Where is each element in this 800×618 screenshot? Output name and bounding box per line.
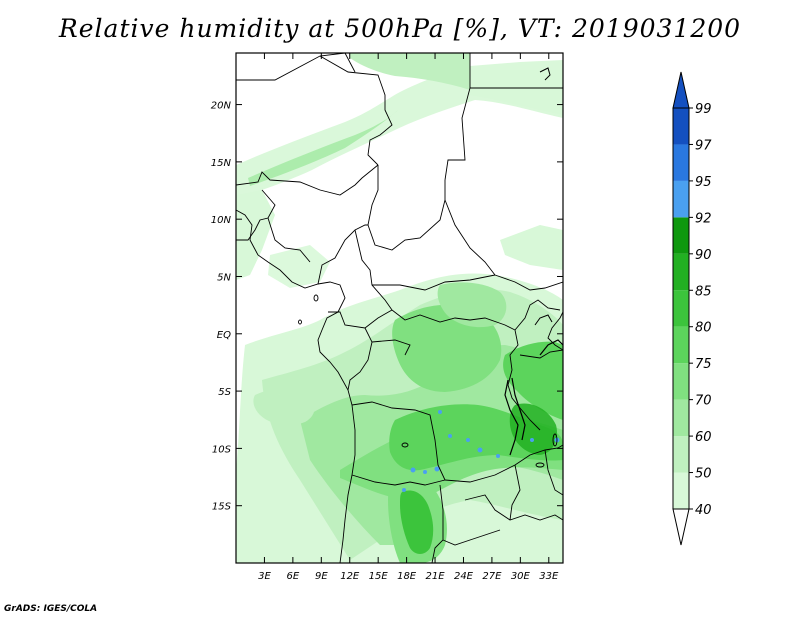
colorbar-segment <box>673 144 689 181</box>
coastline-east <box>547 311 563 351</box>
map-frame <box>235 52 564 564</box>
lat-tick-label: 10N <box>211 215 232 226</box>
humidity-west-coast <box>236 190 275 280</box>
colorbar-label: 95 <box>695 175 712 190</box>
lat-tick-label: 15S <box>212 502 232 513</box>
coastline-west-africa <box>236 209 356 563</box>
lon-tick-label: 9E <box>315 571 328 582</box>
colorbar-top-arrow <box>672 71 690 109</box>
grads-credit: GrADS: IGES/COLA <box>4 604 98 614</box>
colorbar-label: 99 <box>695 102 712 117</box>
colorbar-segment <box>673 217 689 254</box>
humidity-band-top-ne <box>470 70 563 115</box>
colorbar-segment <box>673 436 689 473</box>
colorbar-label: 40 <box>695 503 712 518</box>
humidity-band-north-core <box>248 110 398 186</box>
colorbar-label: 97 <box>695 138 712 153</box>
humidity-field <box>236 53 563 563</box>
lon-tick-label: 3E <box>258 571 271 582</box>
colorbar-bottom-arrow <box>672 508 690 546</box>
colorbar-label: 92 <box>695 211 712 226</box>
lon-tick-label: 33E <box>539 571 559 582</box>
colorbar-label: 50 <box>695 467 712 482</box>
colorbar-label: 70 <box>695 394 712 409</box>
lon-tick-label: 21E <box>426 571 446 582</box>
lon-tick-label: 15E <box>369 571 389 582</box>
humidity-max-spots <box>402 410 560 492</box>
humidity-north-congo <box>437 282 507 328</box>
colorbar-label: 85 <box>695 284 712 299</box>
colorbar-label: 75 <box>695 357 712 372</box>
lat-tick-label: 5S <box>218 387 231 398</box>
humidity-east-85 <box>503 341 563 420</box>
colorbar-label: 60 <box>695 430 712 445</box>
lat-tick-label: 5N <box>217 272 231 283</box>
chart-title: Relative humidity at 500hPa [%], VT: 201… <box>58 14 742 43</box>
lon-tick-label: 24E <box>454 571 474 582</box>
humidity-south-tongue-85 <box>400 490 434 554</box>
colorbar-segment <box>673 399 689 437</box>
colorbar: 40 50 60 70 75 80 85 90 92 95 97 99 <box>672 71 712 546</box>
lat-tick-label: 10S <box>212 444 232 455</box>
humidity-east-patch <box>500 225 563 270</box>
lat-tick-label: 20N <box>211 101 232 112</box>
lon-tick-label: 12E <box>340 571 360 582</box>
colorbar-segment <box>673 472 689 509</box>
colorbar-segment <box>673 108 689 145</box>
colorbar-segment <box>673 290 689 327</box>
lon-tick-label: 27E <box>482 571 502 582</box>
colorbar-segment <box>673 326 689 364</box>
lon-tick-label: 30E <box>511 571 531 582</box>
lat-tick-label: EQ <box>217 330 231 341</box>
colorbar-segment <box>673 363 689 400</box>
colorbar-label: 80 <box>695 321 712 336</box>
colorbar-segment <box>673 180 689 218</box>
humidity-west-patch <box>253 388 315 426</box>
lat-tick-label: 15N <box>211 158 232 169</box>
lat-axis: 20N 15N 10N 5N EQ 5S 10S 15S <box>211 101 563 513</box>
lon-axis: 3E 6E 9E 12E 15E 18E 21E 24E 27E 30E 33E <box>258 53 559 582</box>
colorbar-segment <box>673 253 689 291</box>
lon-tick-label: 18E <box>397 571 417 582</box>
humidity-gulf <box>268 245 330 288</box>
colorbar-label: 90 <box>695 248 712 263</box>
country-borders <box>236 53 563 563</box>
lon-tick-label: 6E <box>287 571 300 582</box>
humidity-band-top <box>350 53 470 90</box>
